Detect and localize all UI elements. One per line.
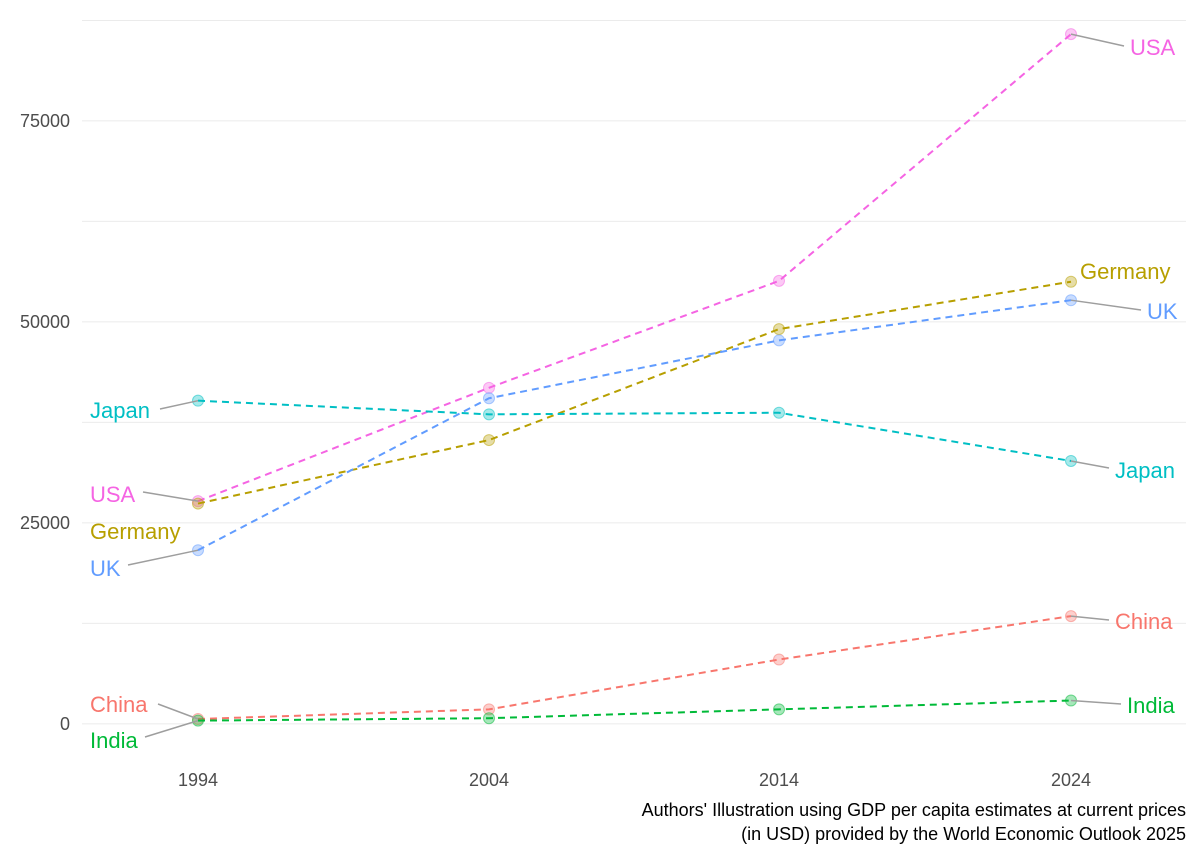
series-line-china bbox=[197, 615, 1072, 721]
caption-line-2: (in USD) provided by the World Economic … bbox=[741, 824, 1186, 844]
data-point-uk bbox=[483, 392, 495, 405]
label-leader-left-usa bbox=[142, 491, 199, 502]
x-tick-label: 1994 bbox=[178, 770, 218, 790]
series-label-right-usa: USA bbox=[1130, 35, 1176, 60]
series-line-japan bbox=[197, 399, 1072, 462]
y-tick-label: 25000 bbox=[20, 513, 70, 533]
series-label-right-uk: UK bbox=[1147, 299, 1178, 324]
data-point-germany bbox=[1065, 275, 1077, 288]
y-tick-label: 75000 bbox=[20, 111, 70, 131]
series-label-left-germany: Germany bbox=[90, 519, 180, 544]
data-point-india bbox=[483, 712, 495, 725]
data-point-usa bbox=[483, 381, 495, 394]
label-leader-left-india bbox=[144, 719, 199, 738]
caption: Authors' Illustration using GDP per capi… bbox=[642, 800, 1186, 844]
series-line-uk bbox=[197, 299, 1072, 552]
label-leader-right-usa bbox=[1070, 33, 1125, 47]
series-line-india bbox=[197, 699, 1072, 722]
label-leader-left-japan bbox=[159, 399, 199, 410]
y-axis-ticks: 0 25000 50000 75000 bbox=[20, 111, 70, 734]
label-leader-left-uk bbox=[127, 549, 199, 566]
series-labels: USA USA Germany Germany UK UK Japan Japan China C… bbox=[90, 33, 1178, 753]
series-label-left-japan: Japan bbox=[90, 398, 150, 423]
series-label-left-india: India bbox=[90, 728, 138, 753]
caption-line-1: Authors' Illustration using GDP per capi… bbox=[642, 800, 1186, 820]
x-tick-label: 2014 bbox=[759, 770, 799, 790]
label-leader-left-china bbox=[157, 703, 199, 720]
data-point-china bbox=[483, 703, 495, 716]
data-point-usa bbox=[773, 274, 785, 287]
data-point-japan bbox=[483, 408, 495, 421]
series-label-right-china: China bbox=[1115, 609, 1173, 634]
series-label-right-india: India bbox=[1127, 693, 1175, 718]
series-label-right-germany: Germany bbox=[1080, 259, 1170, 284]
label-leader-right-india bbox=[1070, 699, 1122, 705]
data-point-uk bbox=[773, 334, 785, 347]
series-label-left-china: China bbox=[90, 692, 148, 717]
data-point-germany bbox=[773, 323, 785, 336]
series-label-left-usa: USA bbox=[90, 482, 136, 507]
series-label-right-japan: Japan bbox=[1115, 458, 1175, 483]
data-point-germany bbox=[192, 497, 204, 510]
label-leader-right-uk bbox=[1070, 299, 1142, 311]
x-tick-label: 2024 bbox=[1051, 770, 1091, 790]
x-tick-label: 2004 bbox=[469, 770, 509, 790]
data-point-japan bbox=[773, 406, 785, 419]
label-leader-right-japan bbox=[1070, 460, 1110, 469]
series-layer bbox=[192, 28, 1077, 727]
label-leader-right-china bbox=[1070, 615, 1110, 621]
grid-layer bbox=[82, 19, 1186, 725]
x-axis-ticks: 1994 2004 2014 2024 bbox=[178, 770, 1091, 790]
series-line-usa bbox=[197, 33, 1072, 503]
data-point-china bbox=[773, 653, 785, 666]
series-label-left-uk: UK bbox=[90, 556, 121, 581]
y-tick-label: 0 bbox=[60, 714, 70, 734]
data-point-germany bbox=[483, 434, 495, 447]
y-tick-label: 50000 bbox=[20, 312, 70, 332]
series-line-germany bbox=[197, 280, 1072, 505]
data-point-india bbox=[773, 703, 785, 716]
